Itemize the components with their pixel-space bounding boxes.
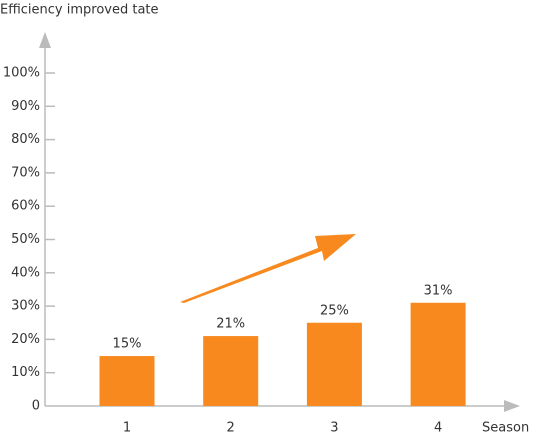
y-tick-label: 20% (11, 332, 40, 347)
x-tick-label: 3 (330, 421, 338, 434)
value-label: 15% (113, 337, 142, 352)
y-tick-label: 90% (11, 99, 40, 114)
value-label: 21% (216, 317, 245, 332)
y-axis-arrow (39, 32, 51, 48)
x-tick-label: 2 (227, 421, 235, 434)
y-tick-label: 30% (11, 299, 40, 314)
y-tick-label: 10% (11, 365, 40, 380)
y-tick-label: 80% (11, 132, 40, 147)
x-axis-arrow (504, 400, 520, 412)
bar (306, 322, 362, 406)
bar (203, 336, 259, 406)
y-tick-label: 40% (11, 265, 40, 280)
y-tick-label: 50% (11, 232, 40, 247)
y-tick-label: 0 (32, 399, 40, 414)
x-axis-label: Season (482, 421, 529, 434)
x-tick-label: 4 (434, 421, 442, 434)
trend-arrow (180, 234, 356, 303)
bar (410, 302, 466, 406)
value-label: 25% (320, 303, 349, 318)
x-tick-label: 1 (123, 421, 131, 434)
value-label: 31% (424, 283, 453, 298)
bar (99, 356, 155, 406)
y-tick-label: 70% (11, 165, 40, 180)
y-tick-label: 100% (3, 66, 40, 81)
y-tick-label: 60% (11, 199, 40, 214)
chart-title: Efficiency improved tate (0, 3, 159, 18)
